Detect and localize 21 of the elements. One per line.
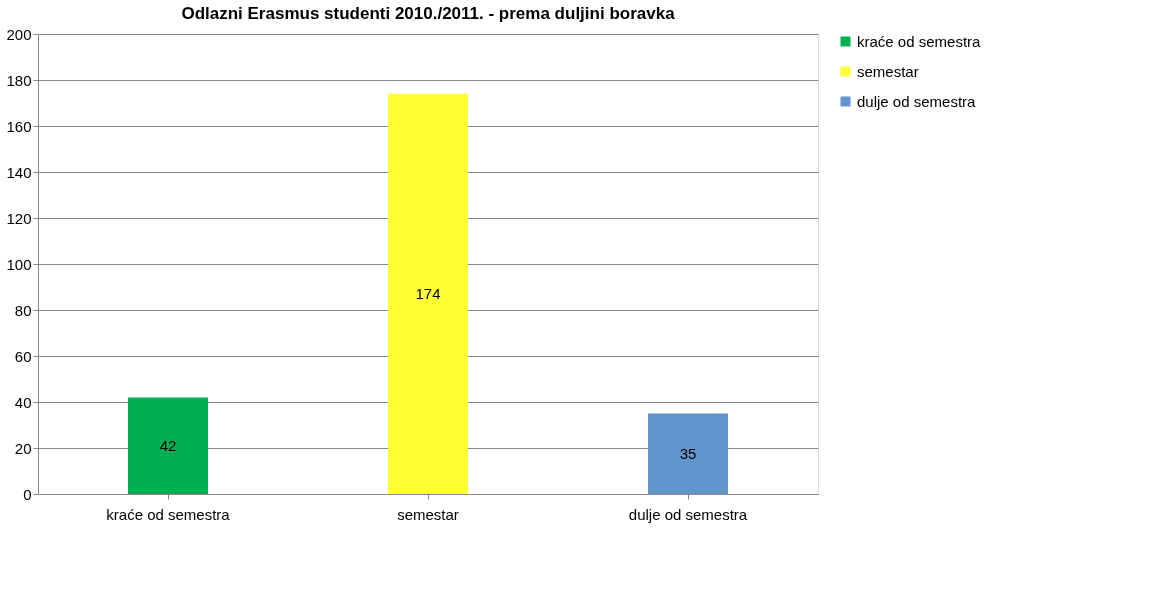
- data-label: 35: [679, 444, 697, 462]
- y-tick-label: 160: [6, 117, 32, 135]
- y-tick-label: 40: [14, 393, 32, 411]
- x-tick-label: dulje od semestra: [628, 505, 748, 523]
- x-tick-label: semestar: [397, 505, 459, 523]
- y-tick-label: 20: [14, 439, 32, 457]
- x-tick-label: kraće od semestra: [106, 505, 231, 523]
- y-tick-label: 100: [6, 255, 32, 273]
- legend-label: kraće od semestra: [857, 32, 982, 50]
- chart-title: Odlazni Erasmus studenti 2010./2011. - prema duljini boravka: [181, 4, 676, 23]
- y-tick-label: 180: [6, 71, 32, 89]
- data-label: 174: [415, 284, 441, 302]
- y-tick-label: 60: [14, 347, 32, 365]
- y-tick-label: 140: [6, 163, 32, 181]
- legend-label: dulje od semestra: [857, 92, 977, 110]
- data-label: 42: [159, 436, 177, 454]
- y-tick-label: 80: [14, 301, 32, 319]
- legend-label: semestar: [857, 62, 919, 80]
- y-tick-label: 200: [6, 25, 32, 43]
- y-tick-label: 120: [6, 209, 32, 227]
- y-tick-label: 0: [23, 485, 32, 503]
